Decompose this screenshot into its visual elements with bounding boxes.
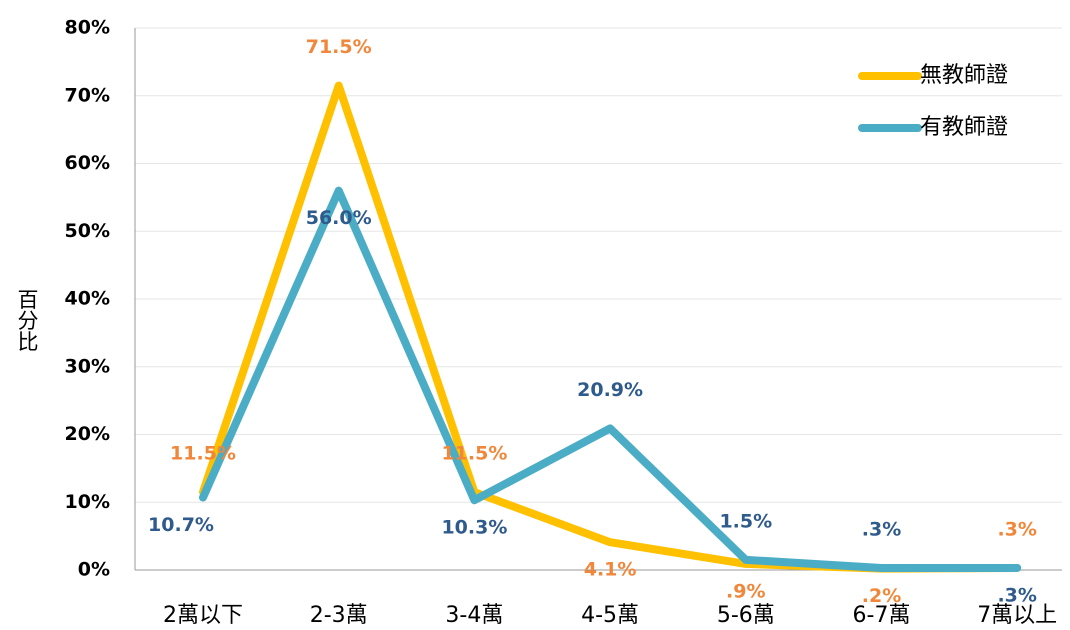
x-tick-label: 2-3萬 (310, 603, 368, 628)
y-tick-label: 0% (78, 559, 110, 581)
x-tick-label: 6-7萬 (853, 603, 911, 628)
y-tick-label: 30% (65, 355, 110, 377)
data-label: 71.5% (306, 36, 372, 58)
data-label: .2% (862, 585, 901, 607)
series-line (199, 81, 1022, 573)
x-tick-label: 3-4萬 (445, 603, 503, 628)
data-label: 20.9% (577, 379, 643, 401)
data-label: .3% (997, 518, 1036, 540)
series-line (199, 186, 1022, 572)
y-tick-label: 50% (65, 220, 110, 242)
x-tick-label: 5-6萬 (717, 603, 775, 628)
y-tick-label: 70% (65, 84, 110, 106)
x-tick-label: 4-5萬 (581, 603, 639, 628)
y-tick-label: 20% (65, 423, 110, 445)
y-tick-label: 40% (65, 288, 110, 310)
y-tick-label: 10% (65, 491, 110, 513)
legend-label: 無教師證 (920, 63, 1008, 88)
y-axis-label: 百分比 (15, 289, 39, 352)
data-label: 10.7% (148, 514, 214, 536)
data-label: .9% (726, 580, 765, 602)
data-label: 4.1% (584, 559, 637, 581)
legend-label: 有教師證 (920, 115, 1008, 140)
data-label: 10.3% (441, 517, 507, 539)
data-label: 11.5% (170, 443, 236, 465)
data-label: 11.5% (441, 443, 507, 465)
data-label: 1.5% (719, 510, 772, 532)
data-label: .3% (862, 518, 901, 540)
x-tick-label: 2萬以下 (163, 603, 243, 628)
y-tick-label: 60% (65, 152, 110, 174)
data-label: .3% (997, 584, 1036, 606)
x-tick-label: 7萬以上 (977, 603, 1057, 628)
y-tick-label: 80% (65, 17, 110, 39)
data-label: 56.0% (306, 207, 372, 229)
